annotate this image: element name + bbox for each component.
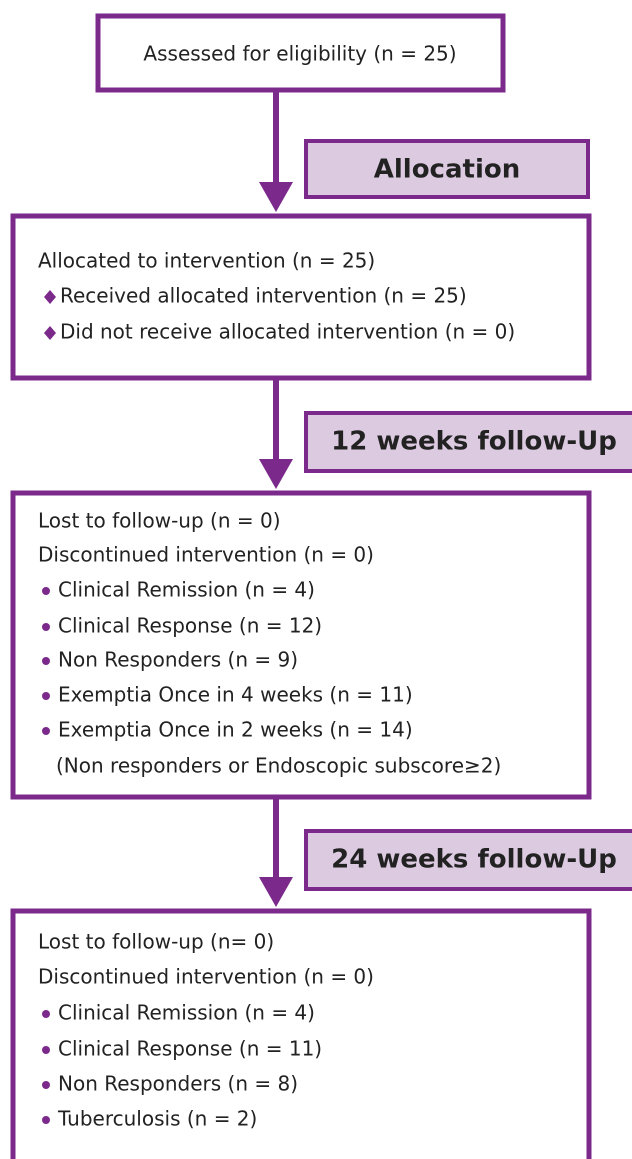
- arrow-head: [259, 182, 293, 212]
- bullet: [42, 1046, 50, 1054]
- bullet: [42, 692, 50, 700]
- arrow-head: [259, 877, 293, 907]
- diamond: [44, 290, 56, 304]
- box-text: Did not receive allocated intervention (…: [60, 320, 515, 344]
- box-text: Allocated to intervention (n = 25): [38, 249, 375, 273]
- box-text: Received allocated intervention (n = 25): [60, 284, 467, 308]
- box-text: Clinical Remission (n = 4): [58, 578, 315, 602]
- box-text: Non Responders (n = 9): [58, 648, 298, 672]
- bullet: [42, 1116, 50, 1124]
- bullet: [42, 657, 50, 665]
- box: [10, 908, 592, 1159]
- stage-label: [304, 829, 632, 891]
- box-text: Tuberculosis (n = 2): [57, 1107, 257, 1131]
- box-text: Clinical Response (n = 11): [58, 1037, 322, 1061]
- box: [95, 13, 506, 93]
- box-text: Exemptia Once in 4 weeks (n = 11): [58, 683, 413, 707]
- arrow-head: [259, 459, 293, 489]
- bullet: [42, 587, 50, 595]
- stage-label: [304, 139, 590, 199]
- stage-text: 24 weeks follow-Up: [331, 845, 617, 875]
- box-text: Assessed for eligibility (n = 25): [143, 42, 456, 66]
- box-text: Lost to follow-up (n = 0): [38, 509, 281, 533]
- bullet: [42, 623, 50, 631]
- stage-text: Allocation: [374, 155, 520, 185]
- box-text: Non Responders (n = 8): [58, 1072, 298, 1096]
- bullet: [42, 1010, 50, 1018]
- box-text: (Non responders or Endoscopic subscore≥2…: [56, 754, 501, 778]
- bullet: [42, 727, 50, 735]
- stage-text: 12 weeks follow-Up: [331, 427, 617, 457]
- box-text: Discontinued intervention (n = 0): [38, 543, 374, 567]
- box-text: Exemptia Once in 2 weeks (n = 14): [58, 718, 413, 742]
- diamond: [44, 326, 56, 340]
- box-text: Clinical Response (n = 12): [58, 614, 322, 638]
- box: [10, 490, 592, 800]
- bullet: [42, 1081, 50, 1089]
- box-text: Lost to follow-up (n= 0): [38, 930, 274, 954]
- stage-label: [304, 411, 632, 473]
- box-text: Clinical Remission (n = 4): [58, 1001, 315, 1025]
- box: [10, 213, 592, 381]
- box-text: Discontinued intervention (n = 0): [38, 965, 374, 989]
